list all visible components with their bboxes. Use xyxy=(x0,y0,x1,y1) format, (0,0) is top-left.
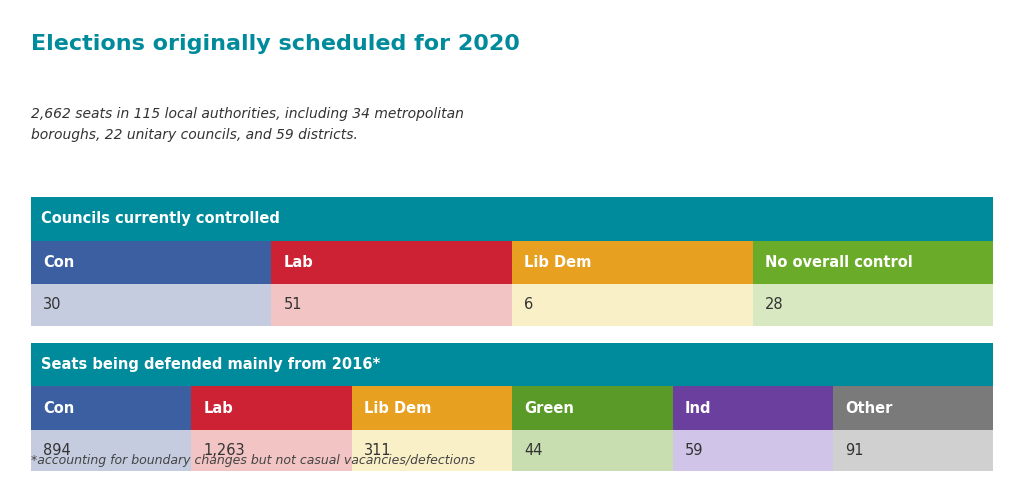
Text: 51: 51 xyxy=(284,297,302,312)
FancyBboxPatch shape xyxy=(753,241,993,284)
Text: 2,662 seats in 115 local authorities, including 34 metropolitan
boroughs, 22 uni: 2,662 seats in 115 local authorities, in… xyxy=(31,107,464,141)
Text: 28: 28 xyxy=(765,297,783,312)
Text: 311: 311 xyxy=(364,443,391,458)
FancyBboxPatch shape xyxy=(31,241,271,284)
Text: Councils currently controlled: Councils currently controlled xyxy=(41,211,280,226)
FancyBboxPatch shape xyxy=(673,386,833,430)
Text: 6: 6 xyxy=(524,297,534,312)
FancyBboxPatch shape xyxy=(351,430,512,471)
Text: Lib Dem: Lib Dem xyxy=(524,255,592,270)
Text: Ind: Ind xyxy=(685,401,712,416)
Text: 91: 91 xyxy=(845,443,864,458)
Text: Green: Green xyxy=(524,401,574,416)
FancyBboxPatch shape xyxy=(512,241,753,284)
FancyBboxPatch shape xyxy=(833,430,993,471)
FancyBboxPatch shape xyxy=(31,343,993,386)
Text: 44: 44 xyxy=(524,443,543,458)
FancyBboxPatch shape xyxy=(833,386,993,430)
Text: Lib Dem: Lib Dem xyxy=(364,401,431,416)
Text: 30: 30 xyxy=(43,297,61,312)
FancyBboxPatch shape xyxy=(31,386,191,430)
FancyBboxPatch shape xyxy=(191,386,351,430)
FancyBboxPatch shape xyxy=(673,430,833,471)
Text: 59: 59 xyxy=(685,443,703,458)
Text: Elections originally scheduled for 2020: Elections originally scheduled for 2020 xyxy=(31,34,519,54)
Text: Other: Other xyxy=(845,401,893,416)
FancyBboxPatch shape xyxy=(31,430,191,471)
Text: 1,263: 1,263 xyxy=(204,443,245,458)
Text: Lab: Lab xyxy=(284,255,313,270)
Text: *accounting for boundary changes but not casual vacancies/defections: *accounting for boundary changes but not… xyxy=(31,453,475,467)
Text: Con: Con xyxy=(43,255,75,270)
Text: 894: 894 xyxy=(43,443,71,458)
FancyBboxPatch shape xyxy=(31,284,271,326)
FancyBboxPatch shape xyxy=(753,284,993,326)
Text: Con: Con xyxy=(43,401,75,416)
FancyBboxPatch shape xyxy=(512,430,673,471)
FancyBboxPatch shape xyxy=(271,284,512,326)
FancyBboxPatch shape xyxy=(512,386,673,430)
FancyBboxPatch shape xyxy=(191,430,351,471)
FancyBboxPatch shape xyxy=(271,241,512,284)
Text: Seats being defended mainly from 2016*: Seats being defended mainly from 2016* xyxy=(41,357,380,372)
Text: No overall control: No overall control xyxy=(765,255,912,270)
FancyBboxPatch shape xyxy=(512,284,753,326)
FancyBboxPatch shape xyxy=(351,386,512,430)
Text: Lab: Lab xyxy=(204,401,233,416)
FancyBboxPatch shape xyxy=(31,197,993,241)
